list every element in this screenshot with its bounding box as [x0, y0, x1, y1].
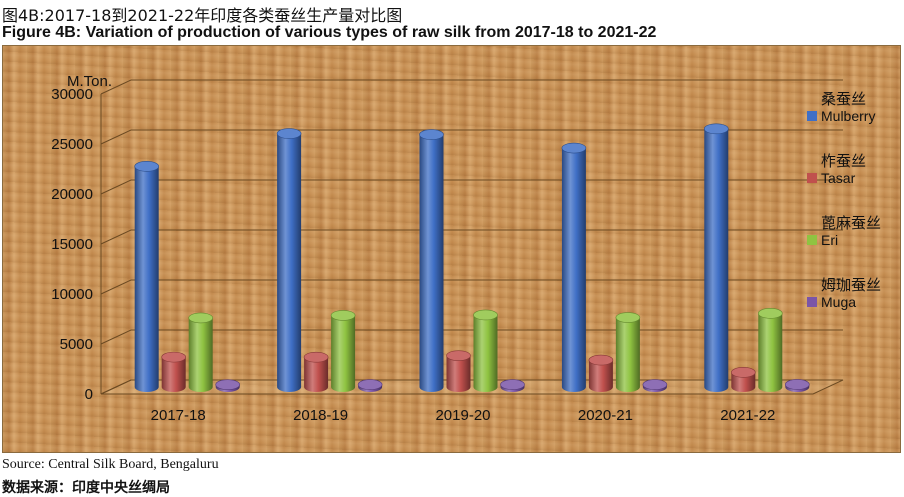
legend-swatch [807, 111, 817, 121]
y-tick-label: 10000 [51, 286, 93, 303]
bar-tasar-2020-21 [588, 354, 614, 393]
bar-body [473, 314, 498, 393]
y-tick-label: 15000 [51, 236, 93, 253]
bar-top [730, 367, 756, 378]
chart-title-chinese: 图4B:2017-18到2021-22年印度各类蚕丝生产量对比图 [2, 6, 403, 25]
legend-label: Tasar [821, 170, 856, 186]
bar-top [161, 351, 186, 363]
gridline-side [100, 229, 132, 245]
bar-tasar-2018-19 [303, 351, 329, 393]
bar-top [473, 309, 498, 321]
bar-top [357, 379, 383, 390]
y-tick-label: 0 [85, 386, 93, 403]
x-tick-label: 2019-20 [435, 407, 490, 424]
legend-swatch [807, 235, 817, 245]
bar-top [215, 379, 240, 390]
source-note-english: Source: Central Silk Board, Bengaluru [2, 457, 219, 472]
bar-eri-2018-19 [330, 310, 356, 393]
bar-body [188, 317, 213, 393]
bar-muga-2017-18 [215, 379, 240, 393]
legend-label-chinese: 柞蚕丝 [821, 152, 866, 170]
x-tick-label: 2020-21 [578, 407, 633, 424]
bar-tasar-2017-18 [161, 351, 186, 393]
legend-label-chinese: 蓖麻蚕丝 [821, 214, 881, 232]
bar-top [446, 350, 471, 361]
legend-label: Muga [821, 294, 856, 310]
bar-body [277, 133, 302, 393]
gridline-side [100, 129, 132, 145]
bar-body [704, 128, 729, 393]
bar-muga-2019-20 [500, 379, 525, 393]
bar-top [561, 142, 587, 154]
chart-title-english: Figure 4B: Variation of production of va… [2, 24, 657, 41]
legend-swatch [807, 173, 817, 183]
bar-body [446, 355, 471, 393]
bar-top [588, 354, 614, 366]
bar-body [134, 166, 159, 393]
x-tick-label: 2018-19 [293, 407, 348, 424]
bar-eri-2019-20 [473, 309, 498, 393]
legend-label: Mulberry [821, 108, 875, 124]
y-tick-label: 25000 [51, 136, 93, 153]
bar-tasar-2019-20 [446, 350, 471, 393]
bar-top [330, 310, 356, 321]
bar-tasar-2021-22 [730, 367, 756, 393]
bar-body [561, 148, 586, 393]
legend-swatch [807, 297, 817, 307]
bar-top [134, 161, 159, 172]
x-tick-label: 2017-18 [151, 407, 206, 424]
bar-mulberry-2018-19 [276, 128, 302, 393]
bar-top [303, 351, 329, 363]
y-tick-label: 30000 [51, 86, 93, 103]
y-tick-label: 5000 [60, 336, 93, 353]
bar-mulberry-2019-20 [419, 129, 444, 393]
bar-body [588, 360, 613, 393]
bar-top [703, 123, 729, 135]
bar-body [758, 313, 783, 393]
gridline-side [100, 279, 132, 295]
bar-top [615, 312, 641, 323]
bar-body [331, 315, 356, 393]
bar-mulberry-2017-18 [134, 161, 159, 393]
bar-top [757, 308, 783, 319]
bar-body [731, 372, 756, 393]
gridline-side [100, 79, 132, 95]
bar-top [642, 379, 668, 390]
bar-body [161, 357, 186, 393]
bar-body [615, 317, 640, 393]
legend-label: Eri [821, 232, 838, 248]
bar-muga-2020-21 [642, 379, 668, 393]
bar-mulberry-2021-22 [703, 123, 729, 393]
source-note-chinese: 数据来源：印度中央丝绸局 [2, 480, 170, 496]
bar-top [500, 379, 525, 390]
bar-muga-2021-22 [784, 379, 810, 393]
chart-area: 0 5000 10000 15000 20000 25000 30000 M.Ton. 2017… [2, 45, 901, 453]
bar-top [419, 129, 444, 140]
legend-label-chinese: 桑蚕丝 [821, 90, 866, 108]
bar-top [276, 128, 302, 139]
bar-body [419, 134, 444, 393]
bar-muga-2018-19 [357, 379, 383, 393]
y-tick-label: 20000 [51, 186, 93, 203]
gridline-side [100, 329, 132, 345]
bar-body [304, 357, 329, 393]
y-axis-label: M.Ton. [67, 73, 112, 90]
gridline-side [100, 379, 132, 395]
bar-mulberry-2020-21 [561, 142, 587, 393]
legend-label-chinese: 姆珈蚕丝 [821, 276, 881, 294]
gridline-side [100, 179, 132, 195]
x-tick-label: 2021-22 [720, 407, 775, 424]
bar-eri-2017-18 [188, 312, 213, 393]
bar-eri-2020-21 [615, 312, 641, 393]
bar-top [784, 379, 810, 390]
bar-top [188, 312, 213, 324]
bar-eri-2021-22 [757, 308, 783, 393]
